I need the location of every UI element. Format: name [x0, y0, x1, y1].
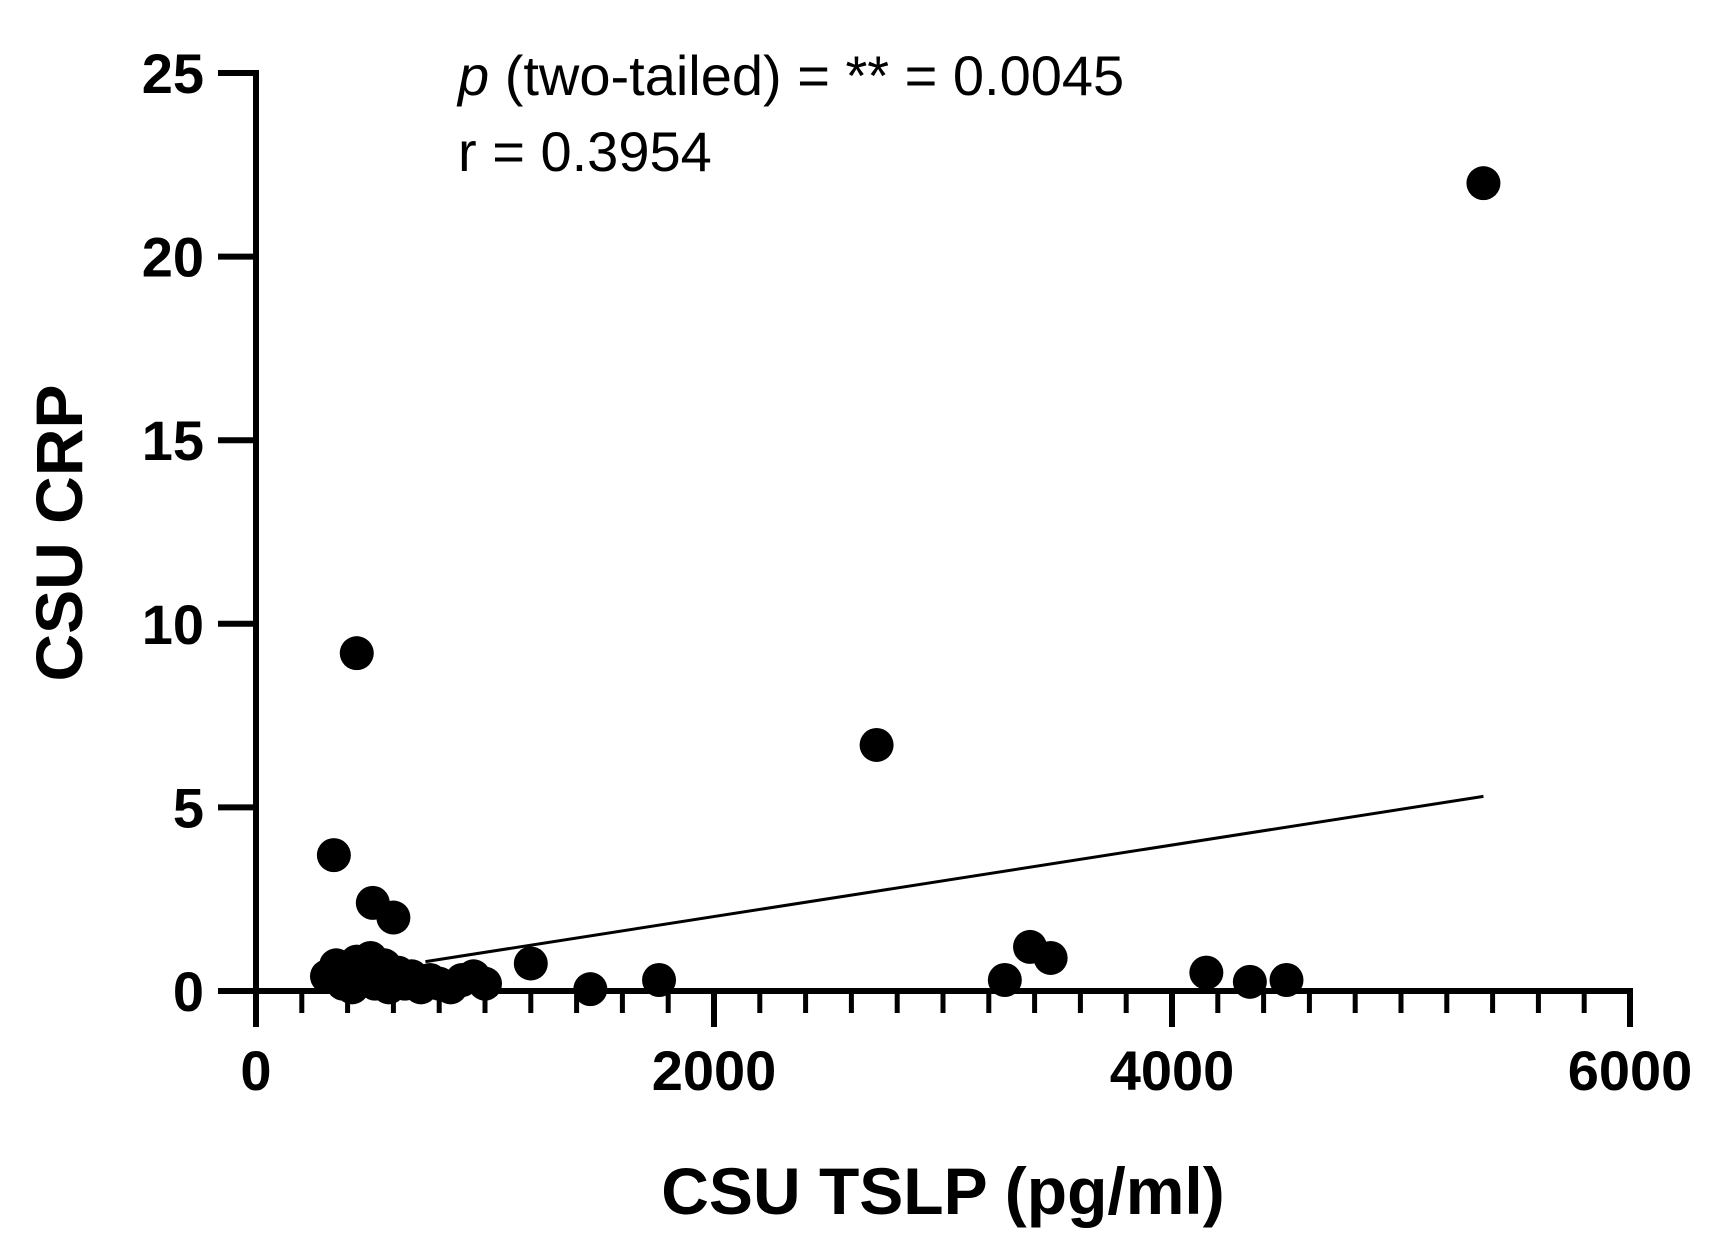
data-point [339, 636, 374, 671]
data-point [859, 727, 894, 762]
p-value-text: (two-tailed) = ** = 0.0045 [489, 44, 1124, 107]
y-tick-label: 5 [173, 776, 204, 839]
p-symbol: p [456, 44, 489, 107]
x-tick-label: 4000 [1110, 1039, 1235, 1102]
p-value-annotation: p (two-tailed) = ** = 0.0045 [456, 44, 1124, 107]
y-tick-label: 10 [142, 593, 204, 656]
x-axis-title: CSU TSLP (pg/ml) [661, 1154, 1224, 1228]
data-point [376, 900, 411, 935]
data-point [1189, 955, 1224, 990]
x-tick-label: 2000 [652, 1039, 777, 1102]
data-point [1466, 166, 1501, 201]
x-ticks: 0 2000 4000 6000 [240, 991, 1692, 1102]
data-point [513, 946, 548, 981]
y-axis-title: CSU CRP [22, 384, 96, 681]
data-points [309, 166, 1501, 1007]
x-tick-label: 6000 [1568, 1039, 1693, 1102]
y-tick-label: 20 [142, 226, 204, 289]
y-ticks: 0 5 10 15 20 25 [142, 42, 256, 1023]
r-value-annotation: r = 0.3954 [458, 120, 712, 183]
y-tick-label: 25 [142, 42, 204, 105]
axes: 0 2000 4000 6000 0 5 10 15 20 25 [142, 42, 1693, 1102]
regression-line-layer [425, 794, 1484, 964]
x-tick-label: 0 [240, 1039, 271, 1102]
y-tick-label: 0 [173, 960, 204, 1023]
y-tick-label: 15 [142, 409, 204, 472]
regression-line [425, 794, 1484, 964]
data-point [1033, 940, 1068, 975]
data-point [316, 838, 351, 873]
